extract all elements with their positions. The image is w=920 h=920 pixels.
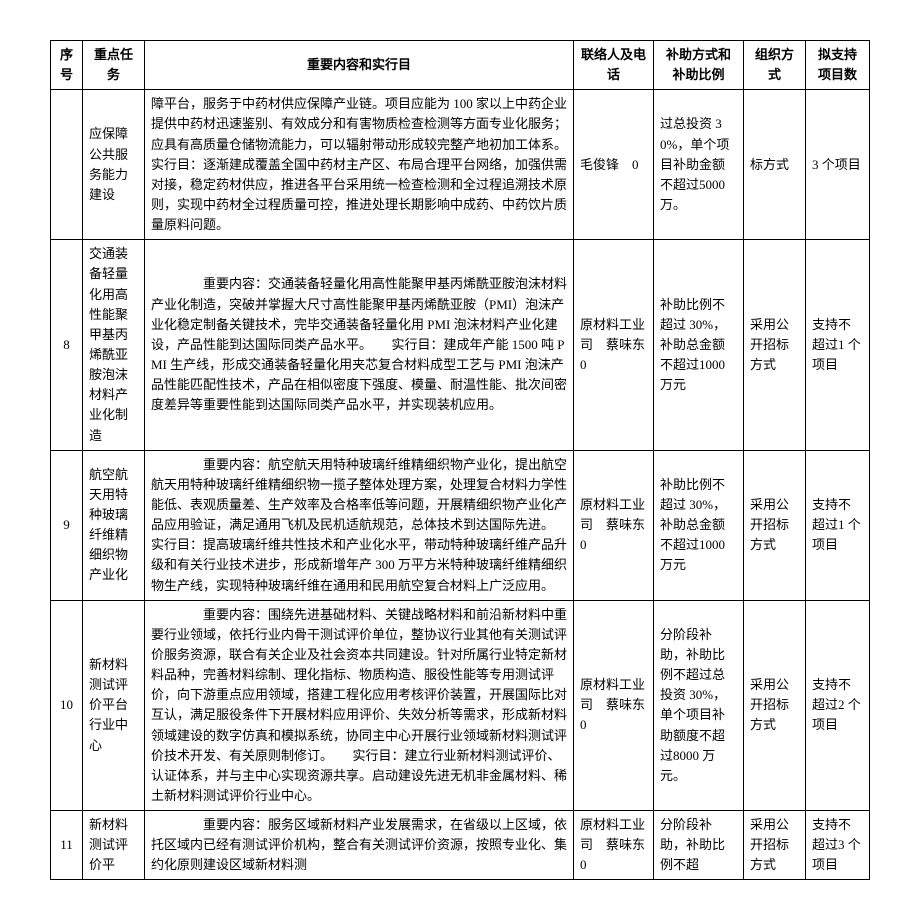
cell-subsidy: 补助比例不超过 30%，补助总金额不超过1000 万元 [654, 450, 744, 600]
col-projects: 拟支持项目数 [806, 41, 870, 90]
table-row: 10 新材料测试评价平台行业中心 重要内容：围绕先进基础材料、关键战略材料和前沿… [51, 600, 870, 810]
table-header-row: 序号 重点任务 重要内容和实行目 联络人及电话 补助方式和补助比例 组织方式 拟… [51, 41, 870, 90]
cell-task: 航空航天用特种玻璃纤维精细织物产业化 [83, 450, 145, 600]
cell-proj: 3 个项目 [806, 90, 870, 240]
cell-proj: 支持不超过2 个项目 [806, 600, 870, 810]
cell-content: 重要内容：交通装备轻量化用高性能聚甲基丙烯酰亚胺泡沫材料产业化制造，突破并掌握大… [145, 240, 574, 450]
col-task: 重点任务 [83, 41, 145, 90]
cell-task: 交通装备轻量化用高性能聚甲基丙烯酰亚胺泡沫材料产业化制造 [83, 240, 145, 450]
cell-org: 标方式 [744, 90, 806, 240]
table-row: 8 交通装备轻量化用高性能聚甲基丙烯酰亚胺泡沫材料产业化制造 重要内容：交通装备… [51, 240, 870, 450]
cell-task: 应保障公共服务能力建设 [83, 90, 145, 240]
col-contact: 联络人及电话 [574, 41, 654, 90]
col-content: 重要内容和实行目 [145, 41, 574, 90]
cell-org: 采用公开招标方式 [744, 811, 806, 880]
cell-contact: 原材料工业司 蔡味东 0 [574, 450, 654, 600]
cell-content: 障平台，服务于中药材供应保障产业链。项目应能为 100 家以上中药企业提供中药材… [145, 90, 574, 240]
cell-subsidy: 分阶段补助，补助比例不超过总投资 30%，单个项目补助额度不超过8000 万元。 [654, 600, 744, 810]
table-row: 9 航空航天用特种玻璃纤维精细织物产业化 重要内容：航空航天用特种玻璃纤维精细织… [51, 450, 870, 600]
cell-content: 重要内容：航空航天用特种玻璃纤维精细织物产业化，提出航空航天用特种玻璃纤维精细织… [145, 450, 574, 600]
cell-task: 新材料测试评价平台行业中心 [83, 600, 145, 810]
cell-subsidy: 过总投资 30%，单个项目补助金额不超过5000 万。 [654, 90, 744, 240]
policy-table: 序号 重点任务 重要内容和实行目 联络人及电话 补助方式和补助比例 组织方式 拟… [50, 40, 870, 880]
cell-subsidy: 分阶段补助，补助比例不超 [654, 811, 744, 880]
cell-task: 新材料测试评价平 [83, 811, 145, 880]
cell-org: 采用公开招标方式 [744, 450, 806, 600]
cell-subsidy: 补助比例不超过 30%，补助总金额不超过1000 万元 [654, 240, 744, 450]
cell-contact: 毛俊锋 0 [574, 90, 654, 240]
cell-proj: 支持不超过1 个项目 [806, 450, 870, 600]
table-row: 应保障公共服务能力建设 障平台，服务于中药材供应保障产业链。项目应能为 100 … [51, 90, 870, 240]
table-row: 11 新材料测试评价平 重要内容：服务区域新材料产业发展需求，在省级以上区域，依… [51, 811, 870, 880]
cell-seq: 8 [51, 240, 83, 450]
cell-org: 采用公开招标方式 [744, 240, 806, 450]
cell-seq: 10 [51, 600, 83, 810]
cell-content: 重要内容：服务区域新材料产业发展需求，在省级以上区域，依托区域内已经有测试评价机… [145, 811, 574, 880]
cell-seq [51, 90, 83, 240]
cell-content: 重要内容：围绕先进基础材料、关键战略材料和前沿新材料中重要行业领域，依托行业内骨… [145, 600, 574, 810]
cell-proj: 支持不超过1 个项目 [806, 240, 870, 450]
col-seq: 序号 [51, 41, 83, 90]
cell-contact: 原材料工业司 蔡味东 0 [574, 600, 654, 810]
col-subsidy: 补助方式和补助比例 [654, 41, 744, 90]
cell-seq: 9 [51, 450, 83, 600]
cell-contact: 原材料工业司 蔡味东 0 [574, 240, 654, 450]
cell-contact: 原材料工业司 蔡味东 0 [574, 811, 654, 880]
col-org: 组织方式 [744, 41, 806, 90]
cell-seq: 11 [51, 811, 83, 880]
cell-proj: 支持不超过3 个项目 [806, 811, 870, 880]
cell-org: 采用公开招标方式 [744, 600, 806, 810]
